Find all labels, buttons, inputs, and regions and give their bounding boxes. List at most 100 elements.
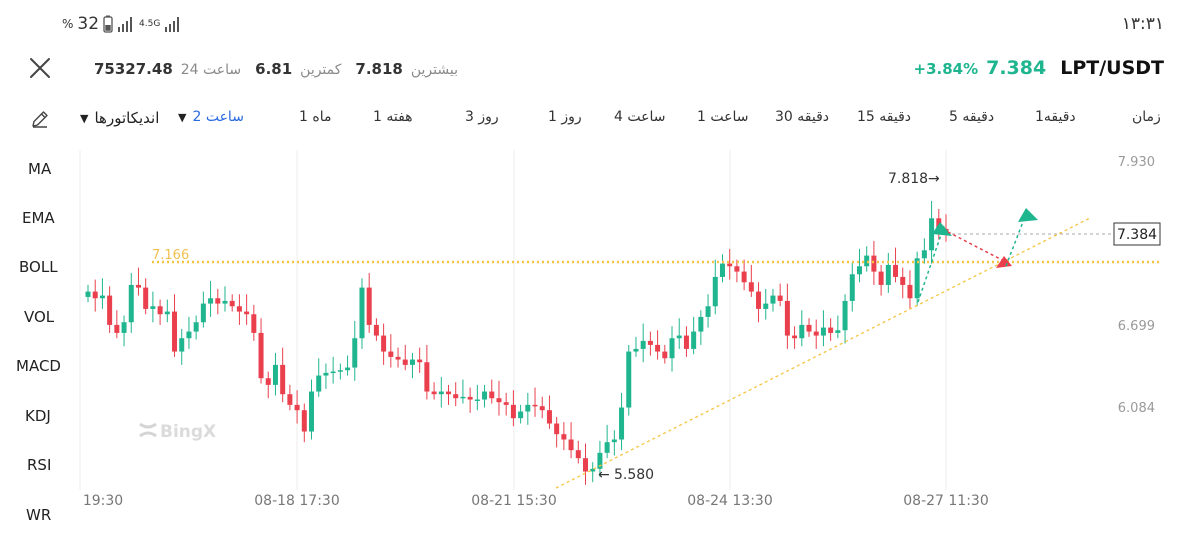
candle-down xyxy=(734,266,740,272)
candle-up xyxy=(763,303,769,309)
tab-5-min[interactable]: 5 دقیقه xyxy=(949,109,995,125)
candle-down xyxy=(92,291,98,299)
candle-up xyxy=(597,452,603,469)
indicators-dropdown[interactable]: ▼ اندیکاتورها xyxy=(80,109,159,127)
candle-down xyxy=(662,351,668,359)
signal-icon xyxy=(118,17,133,32)
candle-down xyxy=(265,378,271,385)
candle-down xyxy=(489,391,495,399)
candle-down xyxy=(647,340,653,345)
candle-down xyxy=(135,284,141,288)
indicator-macd[interactable]: MACD xyxy=(16,357,61,375)
draw-tool-button[interactable] xyxy=(30,109,50,133)
tab-1-min[interactable]: 1دقیقه xyxy=(1035,109,1076,125)
candle-up xyxy=(121,322,127,333)
timeframe-selected[interactable]: ▼ 2 ساعت xyxy=(178,109,244,125)
projection-line-up xyxy=(917,225,945,303)
battery-percent: 32 xyxy=(77,14,100,34)
candle-up xyxy=(691,331,697,349)
candle-down xyxy=(748,282,754,292)
close-button[interactable] xyxy=(28,56,52,80)
indicator-ema[interactable]: EMA xyxy=(22,209,55,227)
candle-down xyxy=(114,324,120,333)
candle-down xyxy=(236,306,242,312)
candle-down xyxy=(402,359,408,365)
price-line-box xyxy=(1113,222,1161,246)
tab-3-day[interactable]: 3 روز xyxy=(465,109,499,125)
indicator-boll[interactable]: BOLL xyxy=(19,258,58,276)
candle-down xyxy=(143,287,149,309)
indicator-rsi[interactable]: RSI xyxy=(27,456,52,474)
candle-down xyxy=(561,434,567,440)
indicator-vol[interactable]: VOL xyxy=(24,308,55,326)
chevron-down-icon: ▼ xyxy=(80,111,89,125)
candle-down xyxy=(215,298,221,304)
candle-down xyxy=(229,300,235,307)
candle-down xyxy=(554,423,560,435)
candle-down xyxy=(294,404,300,411)
candle-up xyxy=(128,284,134,323)
tab-15-min[interactable]: 15 دقیقه xyxy=(857,109,912,125)
indicator-kdj[interactable]: KDJ xyxy=(25,407,51,425)
indicator-wr[interactable]: WR xyxy=(26,506,52,524)
status-time: ۱۳:۳۱ xyxy=(1121,14,1164,34)
candle-up xyxy=(99,295,105,299)
tab-1-month[interactable]: 1 ماه xyxy=(299,109,332,125)
tab-1-week[interactable]: 1 هفته xyxy=(373,109,413,125)
tab-1-hour[interactable]: 1 ساعت xyxy=(697,109,749,125)
candle-up xyxy=(200,303,206,323)
projection-line-down xyxy=(947,231,1007,263)
candle-down xyxy=(381,335,387,352)
alert-label: 7.166 xyxy=(152,248,189,263)
indicator-ma[interactable]: MA xyxy=(28,160,52,178)
candle-up xyxy=(698,316,704,332)
candle-up xyxy=(337,370,343,372)
candle-down xyxy=(172,311,178,352)
pair-name[interactable]: LPT/USDT xyxy=(1060,57,1164,79)
price-line-value: 7.384 xyxy=(1117,227,1157,243)
candle-down xyxy=(655,344,661,352)
candle-up xyxy=(835,330,841,333)
candle-up xyxy=(309,391,315,432)
candle-up xyxy=(525,404,531,412)
candle-up xyxy=(482,391,488,400)
candle-down xyxy=(446,391,452,395)
tab-30-min[interactable]: 30 دقیقه xyxy=(775,109,830,125)
candle-down xyxy=(287,394,293,405)
candle-down xyxy=(871,255,877,272)
candle-down xyxy=(893,264,899,277)
signal-icon-2 xyxy=(165,17,180,32)
candle-down xyxy=(907,284,913,299)
candle-up xyxy=(323,372,329,376)
chart-grid xyxy=(79,150,947,490)
candle-up xyxy=(272,364,278,385)
candle-up xyxy=(222,300,228,304)
candle-down xyxy=(467,396,473,400)
candle-up xyxy=(518,411,524,419)
candle-down xyxy=(784,300,790,336)
candle-down xyxy=(813,331,819,336)
tab-4-hour[interactable]: 4 ساعت xyxy=(614,109,666,125)
candle-up xyxy=(474,399,480,402)
candle-down xyxy=(792,335,798,339)
x-tick: 08-21 15:30 xyxy=(471,493,556,509)
candle-down xyxy=(546,410,552,424)
y-tick: 7.930 xyxy=(1118,155,1155,170)
candle-down xyxy=(777,295,783,301)
candle-down xyxy=(503,402,509,405)
candle-up xyxy=(820,327,826,336)
tab-1-day[interactable]: 1 روز xyxy=(548,109,582,125)
volume-value: 75327.48 xyxy=(94,60,173,78)
candle-up xyxy=(590,468,596,472)
high-marker-arrow: → xyxy=(928,171,940,187)
high-label: بیشترین xyxy=(410,62,458,78)
market-stats: 75327.48 ساعت 24 6.81 کمترین 7.818 بیشتر… xyxy=(94,60,458,78)
candle-up xyxy=(330,371,336,374)
candles xyxy=(85,200,949,485)
candle-up xyxy=(669,338,675,359)
candle-down xyxy=(258,332,264,379)
watermark-text: BingX xyxy=(160,422,216,442)
y-tick: 6.084 xyxy=(1118,401,1155,416)
candle-up xyxy=(345,367,351,371)
